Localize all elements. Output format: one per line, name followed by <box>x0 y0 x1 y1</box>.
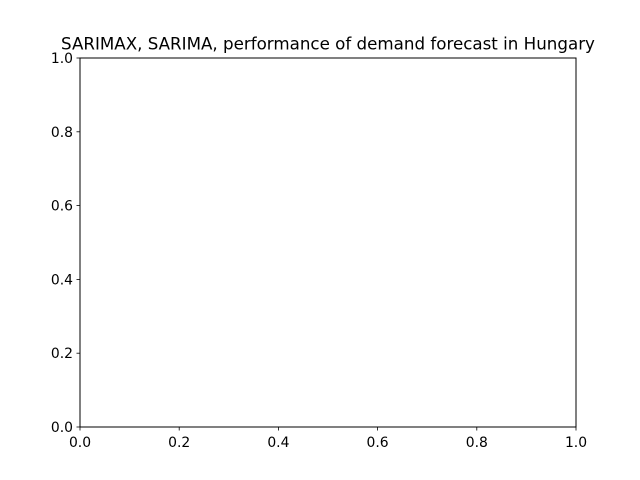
chart-title: SARIMAX, SARIMA, performance of demand f… <box>61 34 595 54</box>
plot-area <box>79 57 577 428</box>
y-tick-label: 1.0 <box>51 51 73 67</box>
y-tick-label: 0.2 <box>51 346 73 362</box>
x-tick-label: 0.4 <box>267 435 289 451</box>
y-axis: 0.0 0.2 0.4 0.6 0.8 1.0 <box>51 51 80 436</box>
x-tick-label: 0.6 <box>367 435 389 451</box>
x-tick-label: 0.2 <box>168 435 190 451</box>
x-tick-label: 1.0 <box>565 435 587 451</box>
y-tick-label: 0.8 <box>51 125 73 141</box>
x-tick-label: 0.8 <box>466 435 488 451</box>
y-tick-label: 0.6 <box>51 199 73 215</box>
x-axis: 0.0 0.2 0.4 0.6 0.8 1.0 <box>69 427 587 451</box>
y-tick-label: 0.4 <box>51 272 73 288</box>
y-tick-label: 0.0 <box>51 420 73 436</box>
x-tick-label: 0.0 <box>69 435 91 451</box>
